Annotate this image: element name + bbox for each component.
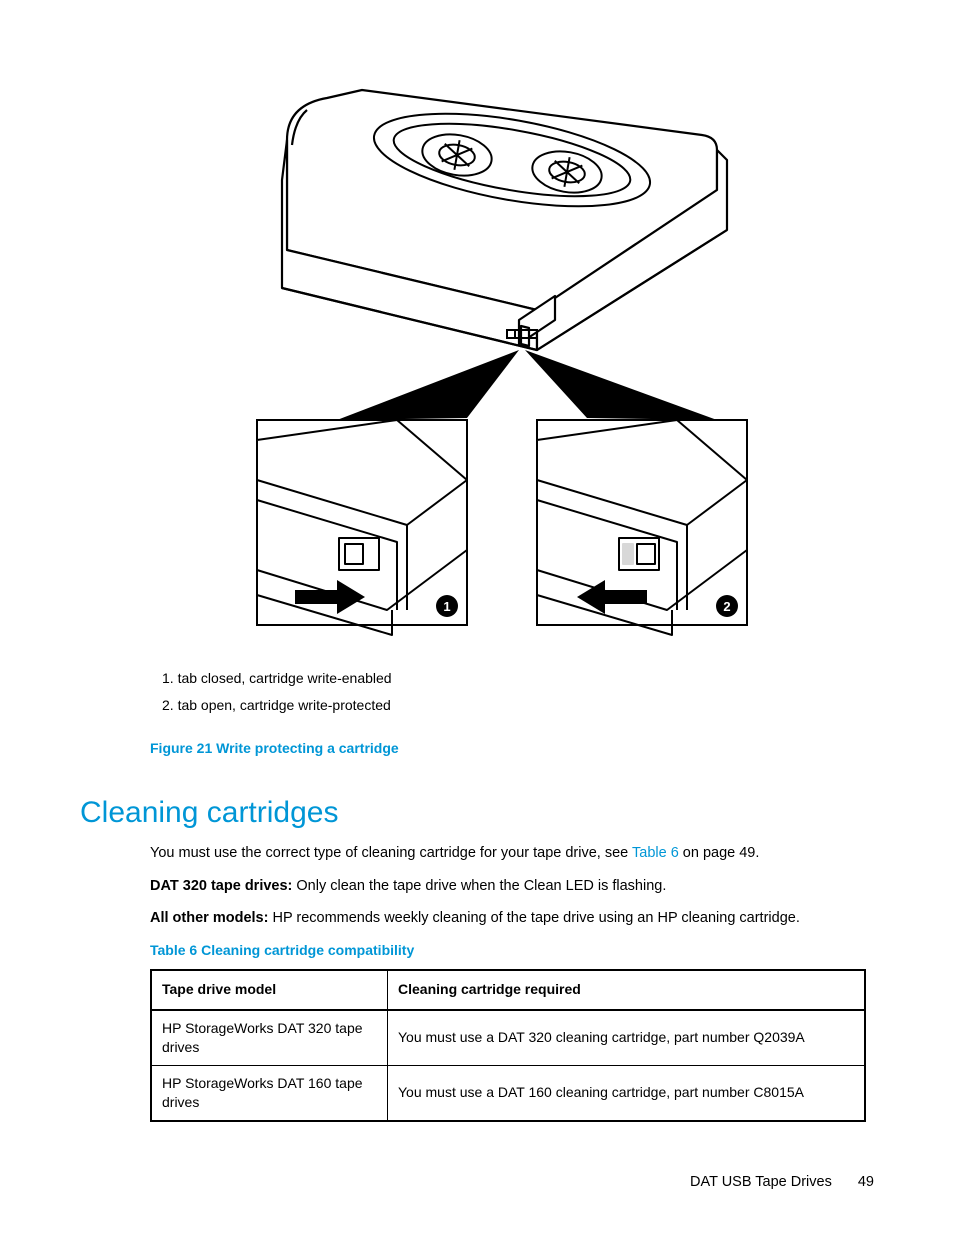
table-row: HP StorageWorks DAT 160 tape drives You … — [151, 1065, 865, 1120]
th-model: Tape drive model — [151, 970, 388, 1010]
callout-1: 1 — [443, 599, 450, 614]
section-body: You must use the correct type of cleanin… — [150, 842, 874, 1121]
figure-21: 1 — [157, 50, 797, 640]
intro-text-pre: You must use the correct type of cleanin… — [150, 845, 632, 861]
table-header-row: Tape drive model Cleaning cartridge requ… — [151, 970, 865, 1010]
cartridge-diagram: 1 — [157, 50, 797, 640]
footer-doc-title: DAT USB Tape Drives — [690, 1174, 832, 1190]
section-heading: Cleaning cartridges — [80, 796, 874, 830]
th-cartridge: Cleaning cartridge required — [388, 970, 866, 1010]
other-label: All other models: — [150, 910, 268, 926]
dat320-text: Only clean the tape drive when the Clean… — [292, 878, 666, 894]
table-row: HP StorageWorks DAT 320 tape drives You … — [151, 1010, 865, 1065]
intro-paragraph: You must use the correct type of cleanin… — [150, 842, 874, 864]
intro-text-post: on page 49. — [679, 845, 760, 861]
other-text: HP recommends weekly cleaning of the tap… — [268, 910, 799, 926]
table-6-xref[interactable]: Table 6 — [632, 845, 679, 861]
other-models-paragraph: All other models: HP recommends weekly c… — [150, 907, 874, 929]
legend-item-1: 1. tab closed, cartridge write-enabled — [162, 665, 874, 692]
page-footer: DAT USB Tape Drives 49 — [690, 1174, 874, 1190]
cell-model: HP StorageWorks DAT 160 tape drives — [151, 1065, 388, 1120]
dat320-paragraph: DAT 320 tape drives: Only clean the tape… — [150, 875, 874, 897]
page-number: 49 — [858, 1174, 874, 1190]
compatibility-table: Tape drive model Cleaning cartridge requ… — [150, 969, 866, 1121]
figure-caption: Figure 21 Write protecting a cartridge — [150, 740, 874, 756]
figure-legend: 1. tab closed, cartridge write-enabled 2… — [162, 665, 874, 718]
callout-2: 2 — [723, 599, 730, 614]
legend-item-2: 2. tab open, cartridge write-protected — [162, 692, 874, 719]
cell-cartridge: You must use a DAT 320 cleaning cartridg… — [388, 1010, 866, 1065]
table-caption: Table 6 Cleaning cartridge compatibility — [150, 940, 874, 962]
cell-cartridge: You must use a DAT 160 cleaning cartridg… — [388, 1065, 866, 1120]
dat320-label: DAT 320 tape drives: — [150, 878, 292, 894]
cell-model: HP StorageWorks DAT 320 tape drives — [151, 1010, 388, 1065]
page: 1 — [0, 0, 954, 1235]
